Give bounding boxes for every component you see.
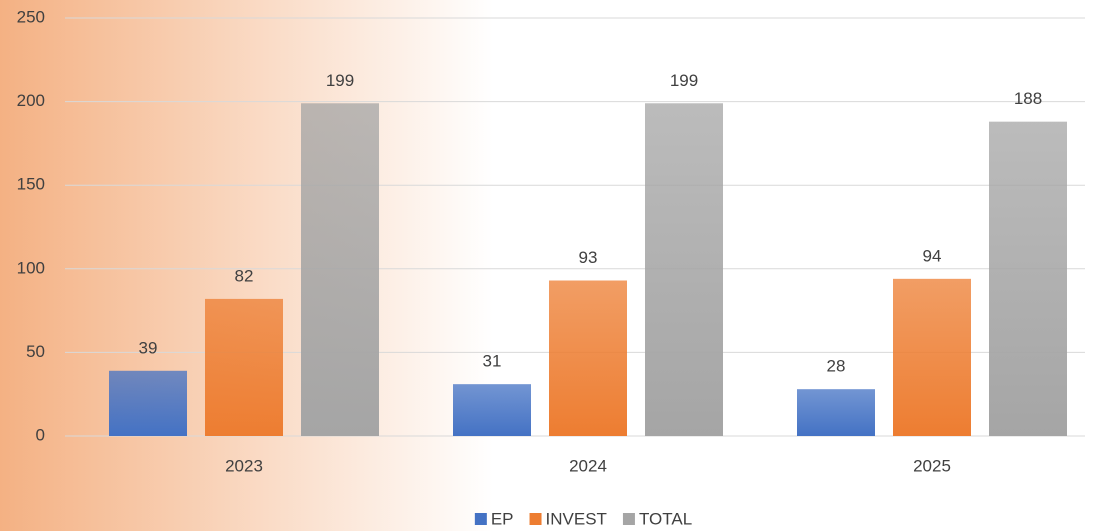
y-tick-label: 50: [26, 342, 45, 361]
bar: [301, 103, 379, 436]
data-label: 199: [326, 71, 354, 90]
legend-label: INVEST: [546, 509, 607, 528]
data-label: 39: [139, 338, 158, 357]
y-tick-label: 0: [36, 425, 45, 444]
legend-swatch: [474, 513, 487, 525]
data-label: 28: [827, 357, 846, 376]
bar: [893, 278, 971, 436]
bar: [109, 370, 187, 436]
data-label: 93: [579, 248, 598, 267]
x-tick-label: 2023: [225, 456, 263, 475]
bar: [205, 298, 283, 436]
bar: [989, 121, 1067, 436]
x-tick-label: 2024: [569, 456, 607, 475]
data-label: 31: [483, 352, 502, 371]
bar: [453, 384, 531, 436]
y-tick-label: 100: [17, 258, 45, 277]
legend-swatch: [529, 513, 542, 525]
legend: EP INVEST TOTAL: [474, 509, 692, 528]
legend-label: EP: [491, 509, 514, 528]
x-tick-label: 2025: [913, 456, 951, 475]
bar: [797, 389, 875, 436]
data-label: 94: [923, 246, 942, 265]
y-tick-label: 150: [17, 175, 45, 194]
bar: [645, 103, 723, 436]
data-label: 82: [235, 266, 254, 285]
data-label: 199: [670, 71, 698, 90]
legend-swatch: [622, 513, 635, 525]
y-tick-label: 250: [17, 7, 45, 26]
y-tick-label: 200: [17, 91, 45, 110]
data-label: 188: [1014, 89, 1042, 108]
legend-label: TOTAL: [639, 509, 692, 528]
bar: [549, 280, 627, 436]
